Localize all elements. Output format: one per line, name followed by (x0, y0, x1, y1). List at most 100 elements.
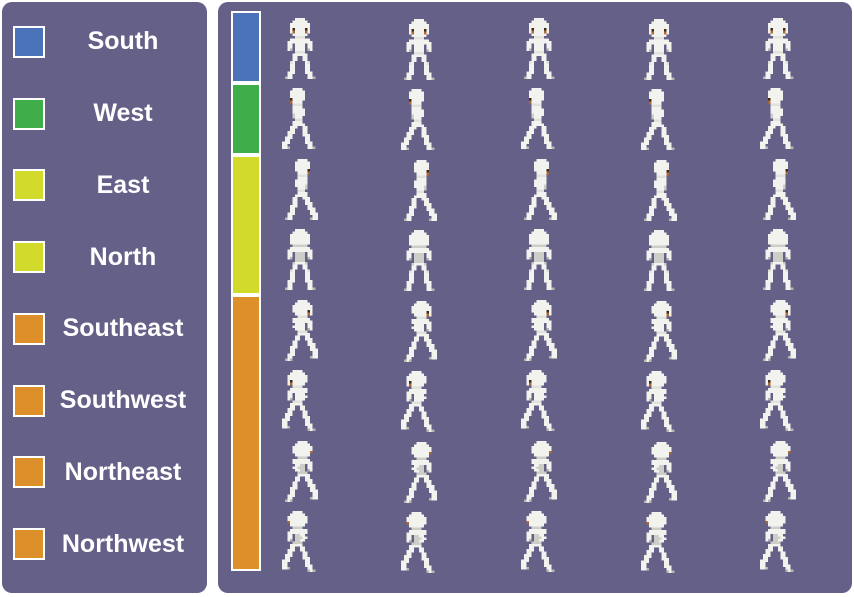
direction-color-bar (231, 11, 261, 571)
legend-color-swatch-icon (13, 456, 45, 489)
sprite-cell (718, 295, 838, 366)
legend-color-swatch-icon (13, 384, 45, 417)
character-sprite-icon (760, 88, 794, 150)
sprite-cell (718, 366, 838, 437)
character-sprite-icon (282, 370, 316, 432)
sprite-cell (479, 507, 599, 578)
character-sprite-icon (643, 300, 677, 362)
sprite-cell (479, 13, 599, 84)
color-bar-segment (231, 155, 261, 295)
character-sprite-icon (523, 299, 557, 361)
color-bar-segment (231, 83, 261, 155)
legend-label: Northwest (61, 529, 185, 558)
character-sprite-icon (762, 299, 796, 361)
legend-label: West (93, 99, 153, 128)
sprite-cell (240, 436, 360, 507)
sprite-cell (599, 366, 719, 437)
character-sprite-icon (404, 441, 438, 503)
legend-item: Northwest (2, 508, 207, 580)
character-sprite-icon (284, 299, 318, 361)
legend-item: Southwest (2, 365, 207, 437)
sprite-cell (599, 13, 719, 84)
sprite-cell (718, 13, 838, 84)
legend-panel: South West East North Southeast Southwes… (2, 2, 207, 593)
sprite-cell (718, 436, 838, 507)
sprite-cell (360, 225, 480, 296)
character-sprite-icon (404, 159, 438, 221)
character-sprite-icon (521, 511, 555, 573)
sprite-cell (360, 13, 480, 84)
character-sprite-icon (643, 230, 674, 292)
sprite-cell (240, 154, 360, 225)
sprite-cell (240, 225, 360, 296)
sprite-cell (599, 225, 719, 296)
character-sprite-icon (401, 89, 435, 151)
character-sprite-icon (282, 511, 316, 573)
legend-label: North (89, 242, 157, 271)
character-sprite-icon (401, 371, 435, 433)
sprite-cell (599, 507, 719, 578)
legend-label: Southwest (59, 386, 187, 415)
sprite-cell (360, 84, 480, 155)
legend-label: Northeast (64, 457, 182, 486)
sprite-cell (360, 366, 480, 437)
color-bar-segment (231, 295, 261, 571)
sprite-grid-panel (218, 2, 852, 593)
legend-label: South (87, 27, 159, 56)
character-sprite-icon (523, 229, 555, 291)
sprite-cell (240, 84, 360, 155)
sprite-cell (360, 154, 480, 225)
character-sprite-icon (401, 512, 435, 574)
legend-item: North (2, 221, 207, 293)
character-sprite-icon (760, 511, 794, 573)
legend-item: Southeast (2, 293, 207, 365)
legend-label: East (96, 170, 150, 199)
sprite-cell (240, 295, 360, 366)
character-sprite-icon (640, 512, 674, 574)
legend-list: South West East North Southeast Southwes… (2, 6, 207, 580)
character-sprite-icon (284, 158, 318, 220)
sprite-cell (360, 436, 480, 507)
character-sprite-icon (762, 17, 794, 79)
character-sprite-icon (643, 18, 674, 80)
character-sprite-icon (762, 158, 796, 220)
character-sprite-icon (762, 229, 794, 291)
legend-color-swatch-icon (13, 97, 45, 130)
sprite-cell (599, 84, 719, 155)
sprite-cell (360, 507, 480, 578)
character-sprite-icon (640, 89, 674, 151)
legend-item: West (2, 78, 207, 150)
character-sprite-icon (760, 370, 794, 432)
sprite-cell (718, 84, 838, 155)
sprite-cell (718, 154, 838, 225)
sprite-cell (360, 295, 480, 366)
character-sprite-icon (643, 441, 677, 503)
sprite-cell (479, 225, 599, 296)
sprite-cell (479, 84, 599, 155)
character-sprite-icon (762, 440, 796, 502)
sprite-cell (240, 507, 360, 578)
character-sprite-icon (640, 371, 674, 433)
character-sprite-icon (284, 229, 316, 291)
legend-color-swatch-icon (13, 241, 45, 274)
sprite-cell (479, 295, 599, 366)
legend-color-swatch-icon (13, 312, 45, 345)
legend-item: Northeast (2, 437, 207, 509)
legend-item: East (2, 150, 207, 222)
sprite-cell (718, 507, 838, 578)
sprite-cell (599, 154, 719, 225)
character-sprite-icon (523, 17, 555, 79)
sprite-cell (599, 295, 719, 366)
character-sprite-icon (284, 17, 316, 79)
legend-color-swatch-icon (13, 528, 45, 561)
sprite-cell (479, 436, 599, 507)
character-sprite-icon (284, 440, 318, 502)
sprite-cell (479, 154, 599, 225)
sprite-cell (240, 13, 360, 84)
character-sprite-icon (521, 88, 555, 150)
character-sprite-icon (404, 18, 435, 80)
sprite-cell (479, 366, 599, 437)
character-sprite-icon (404, 230, 435, 292)
color-bar-segment (231, 11, 261, 83)
legend-color-swatch-icon (13, 169, 45, 202)
